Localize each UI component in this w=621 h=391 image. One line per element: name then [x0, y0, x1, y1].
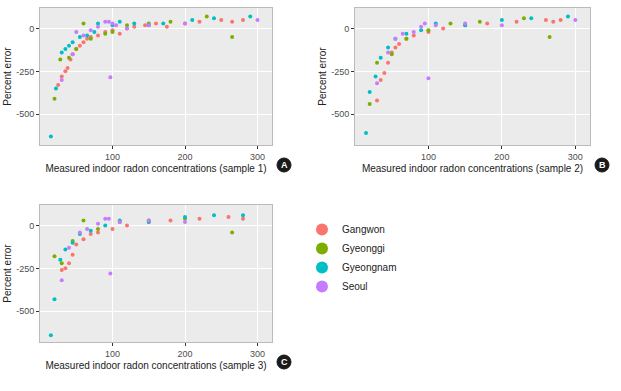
svg-text:100: 100 [105, 349, 120, 359]
svg-text:Percent error: Percent error [2, 47, 13, 106]
svg-text:Percent error: Percent error [2, 244, 13, 303]
svg-text:0: 0 [29, 221, 34, 231]
svg-text:Seoul: Seoul [342, 281, 368, 292]
svg-text:Percent error: Percent error [317, 47, 328, 106]
svg-text:B: B [599, 160, 606, 170]
svg-text:Gangwon: Gangwon [342, 224, 385, 235]
svg-text:Measured indoor radon concentr: Measured indoor radon concentrations (sa… [45, 163, 266, 174]
svg-text:200: 200 [494, 152, 509, 162]
svg-text:A: A [281, 160, 288, 170]
svg-text:-250: -250 [16, 67, 34, 77]
svg-text:100: 100 [421, 152, 436, 162]
svg-text:Measured indoor radon concentr: Measured indoor radon concentrations (sa… [362, 163, 583, 174]
svg-text:-500: -500 [331, 109, 349, 119]
svg-text:0: 0 [29, 24, 34, 34]
svg-text:0: 0 [344, 24, 349, 34]
svg-text:200: 200 [177, 349, 192, 359]
svg-text:200: 200 [177, 152, 192, 162]
svg-text:Gyeonggi: Gyeonggi [342, 243, 385, 254]
svg-text:300: 300 [250, 152, 265, 162]
svg-text:-500: -500 [16, 306, 34, 316]
svg-text:100: 100 [105, 152, 120, 162]
svg-text:-250: -250 [16, 264, 34, 274]
svg-text:300: 300 [250, 349, 265, 359]
svg-text:300: 300 [568, 152, 583, 162]
svg-text:Measured indoor radon concentr: Measured indoor radon concentrations (sa… [45, 360, 266, 371]
svg-text:-500: -500 [16, 109, 34, 119]
svg-text:C: C [281, 357, 288, 367]
svg-text:-250: -250 [331, 67, 349, 77]
svg-text:Gyeongnam: Gyeongnam [342, 262, 396, 273]
